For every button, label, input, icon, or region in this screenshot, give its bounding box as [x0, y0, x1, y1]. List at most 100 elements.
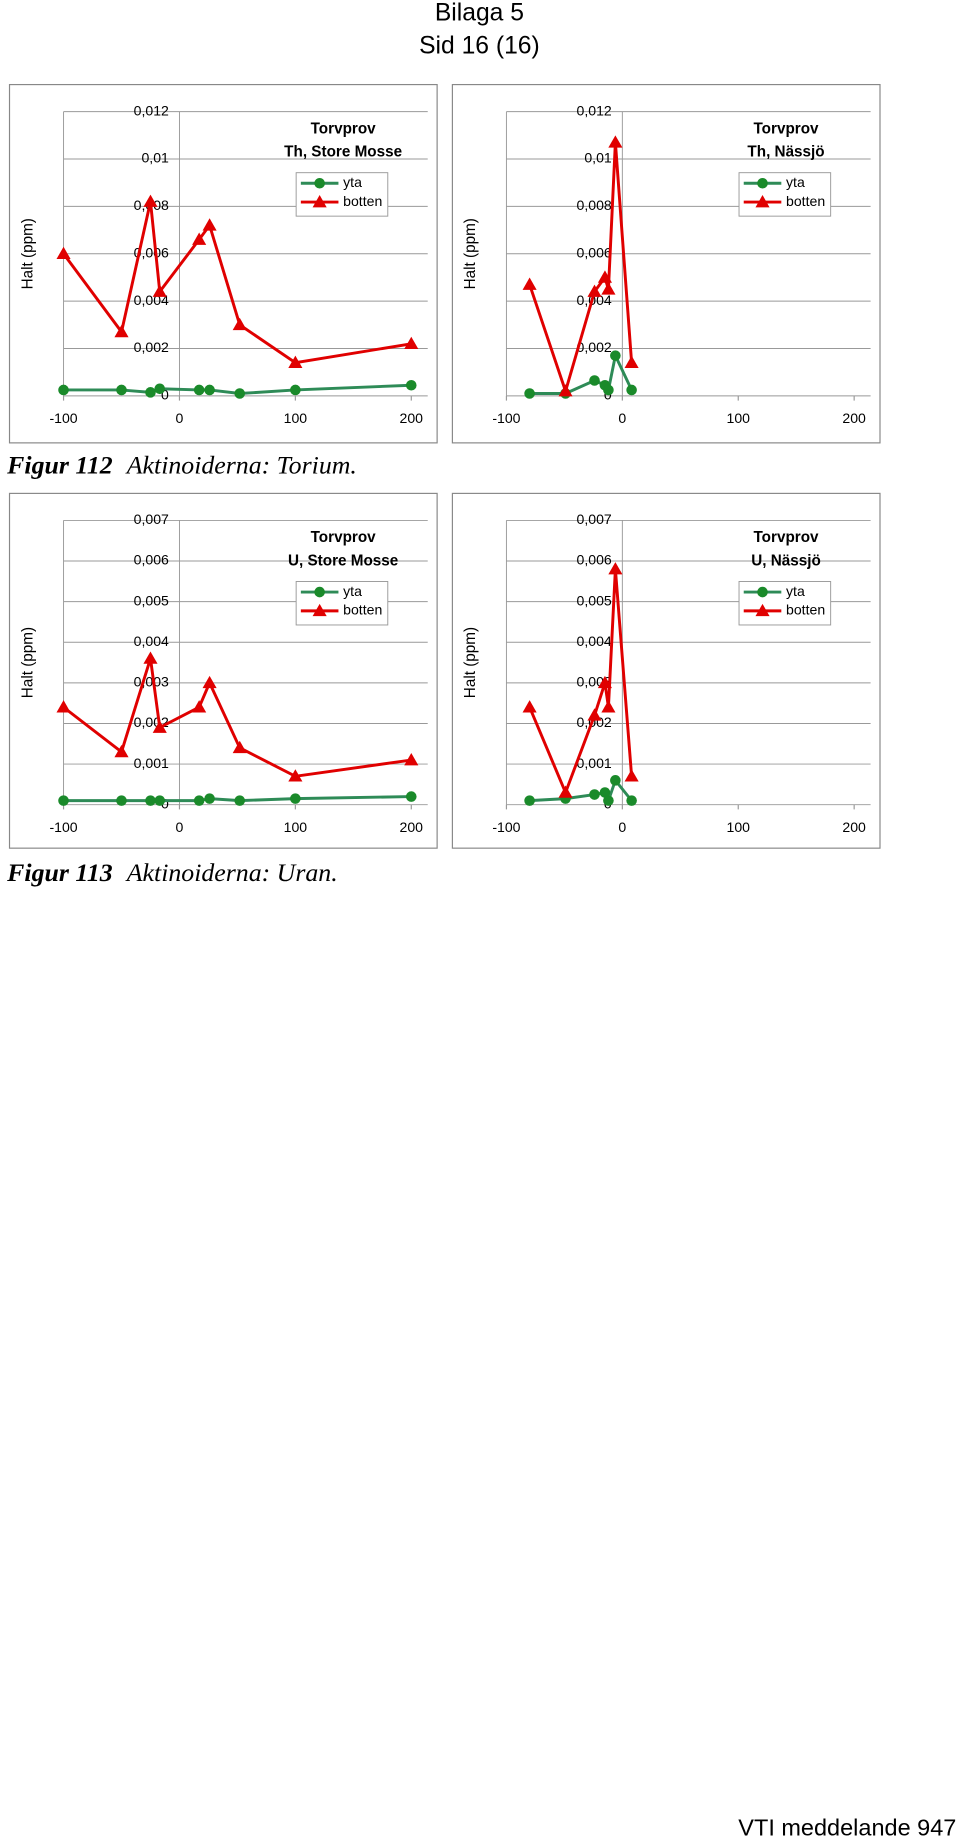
x-tick-label: 200 — [842, 410, 866, 426]
x-tick-label: 100 — [726, 819, 750, 835]
chart: 00,0010,0020,0030,0040,0050,0060,007-100… — [8, 492, 438, 849]
marker — [154, 383, 166, 395]
chart-title: Torvprov — [754, 120, 820, 137]
marker — [232, 740, 247, 754]
marker — [192, 232, 207, 245]
y-tick-label: 0,001 — [577, 755, 612, 771]
x-tick-label: -100 — [49, 819, 77, 835]
marker — [558, 785, 573, 798]
x-tick-label: 0 — [176, 819, 184, 835]
y-tick-label: 0,004 — [577, 292, 612, 308]
chart-frame — [8, 83, 438, 444]
chart-frame — [8, 492, 438, 849]
x-tick-label: 100 — [284, 410, 308, 426]
marker — [56, 246, 71, 260]
marker — [603, 384, 614, 396]
y-tick-label: 0,012 — [577, 102, 612, 118]
marker — [204, 793, 215, 804]
legend-marker — [314, 586, 325, 598]
marker — [610, 775, 621, 786]
chart-frame — [451, 492, 881, 849]
marker — [58, 795, 69, 806]
legend-marker — [312, 603, 327, 617]
marker — [601, 700, 616, 713]
marker — [404, 752, 419, 766]
y-tick-label: 0,004 — [134, 633, 169, 649]
chart-subtitle: Th, Nässjö — [747, 144, 824, 161]
marker — [405, 379, 417, 391]
marker — [587, 284, 602, 297]
x-tick-label: 200 — [842, 819, 866, 835]
chart: 00,0020,0040,0060,0080,010,012-100010020… — [451, 83, 881, 444]
legend-label: botten — [343, 193, 382, 209]
marker — [288, 769, 303, 782]
y-axis-title: Halt (ppm) — [462, 627, 479, 698]
legend-label: botten — [786, 193, 825, 209]
x-tick-label: 200 — [400, 410, 424, 426]
marker — [524, 795, 535, 806]
x-tick-label: 100 — [284, 819, 308, 835]
marker — [202, 675, 217, 689]
marker — [610, 350, 621, 361]
y-tick-label: 0,002 — [577, 339, 612, 355]
legend-marker — [757, 586, 768, 598]
chart-title: Torvprov — [754, 529, 820, 546]
marker — [597, 270, 613, 283]
legend-label: yta — [786, 583, 805, 599]
chart-frame — [451, 83, 881, 444]
marker — [234, 388, 246, 399]
y-tick-label: 0,006 — [577, 244, 612, 260]
marker — [234, 795, 246, 806]
marker — [152, 720, 167, 733]
x-tick-label: 0 — [618, 410, 626, 426]
legend-marker — [755, 195, 770, 208]
caption-number: Figur 113 — [6, 858, 113, 887]
x-tick-label: 100 — [726, 410, 750, 426]
chart: 00,0010,0020,0030,0040,0050,0060,007-100… — [451, 492, 881, 849]
chart-title: Torvprov — [311, 120, 377, 137]
y-tick-label: 0,01 — [141, 150, 169, 166]
y-tick-label: 0,002 — [577, 714, 612, 730]
marker — [626, 795, 637, 806]
marker — [58, 384, 69, 396]
chart-subtitle: U, Nässjö — [751, 553, 821, 570]
legend-marker — [312, 195, 327, 208]
marker — [116, 384, 127, 396]
legend — [738, 581, 832, 626]
caption: Figur 113 Aktinoiderna: Uran. — [6, 858, 338, 887]
x-tick-label: -100 — [492, 819, 520, 835]
y-tick-label: 0,01 — [584, 150, 612, 166]
y-axis-title: Halt (ppm) — [19, 218, 36, 289]
marker — [288, 355, 303, 369]
caption-text: Aktinoiderna: Torium. — [125, 450, 357, 479]
chart-subtitle: U, Store Mosse — [288, 553, 398, 570]
marker — [405, 791, 417, 802]
legend-label: botten — [786, 602, 825, 618]
marker — [558, 384, 573, 397]
y-tick-label: 0 — [161, 795, 169, 811]
header-subtitle: Sid 16 (16) — [419, 33, 540, 60]
y-tick-label: 0,007 — [577, 511, 612, 527]
marker — [143, 194, 158, 207]
legend-marker — [757, 177, 768, 189]
marker — [145, 387, 156, 398]
marker — [404, 336, 419, 350]
y-tick-label: 0 — [161, 387, 169, 403]
legend-marker — [755, 603, 770, 617]
marker — [597, 675, 613, 689]
caption-text: Aktinoiderna: Uran. — [125, 858, 338, 887]
y-tick-label: 0,012 — [134, 102, 169, 118]
caption-number: Figur 112 — [6, 450, 113, 479]
marker — [589, 789, 600, 800]
marker — [524, 388, 535, 399]
legend — [295, 172, 389, 217]
marker — [608, 135, 623, 148]
y-tick-label: 0,002 — [134, 339, 169, 355]
legend-marker — [314, 177, 325, 189]
marker — [522, 277, 537, 290]
y-axis-title: Halt (ppm) — [19, 627, 36, 698]
legend — [295, 581, 389, 626]
marker — [626, 384, 637, 396]
marker — [116, 795, 127, 806]
